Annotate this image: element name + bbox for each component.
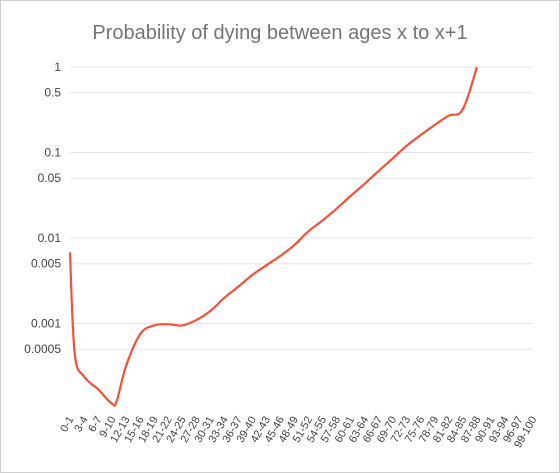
y-tick-label: 0.0005 [24,342,61,356]
y-tick-label: 0.001 [31,317,61,331]
chart-title: Probability of dying between ages x to x… [92,22,468,44]
y-tick-label: 0.5 [44,86,61,100]
y-axis-ticks: 1 0.5 0.1 0.05 0.01 0.005 0.001 0.0005 [24,60,61,356]
x-axis-ticks: 0-13-46-79-1012-1315-1618-1921-2224-2527… [58,415,539,451]
y-tick-label: 0.1 [44,146,61,160]
y-tick-label: 0.005 [31,257,61,271]
y-tick-label: 0.05 [38,171,62,185]
series-line [68,66,478,407]
grid-lines [70,66,533,350]
y-tick-label: 1 [54,60,61,74]
y-tick-label: 0.01 [38,231,62,245]
